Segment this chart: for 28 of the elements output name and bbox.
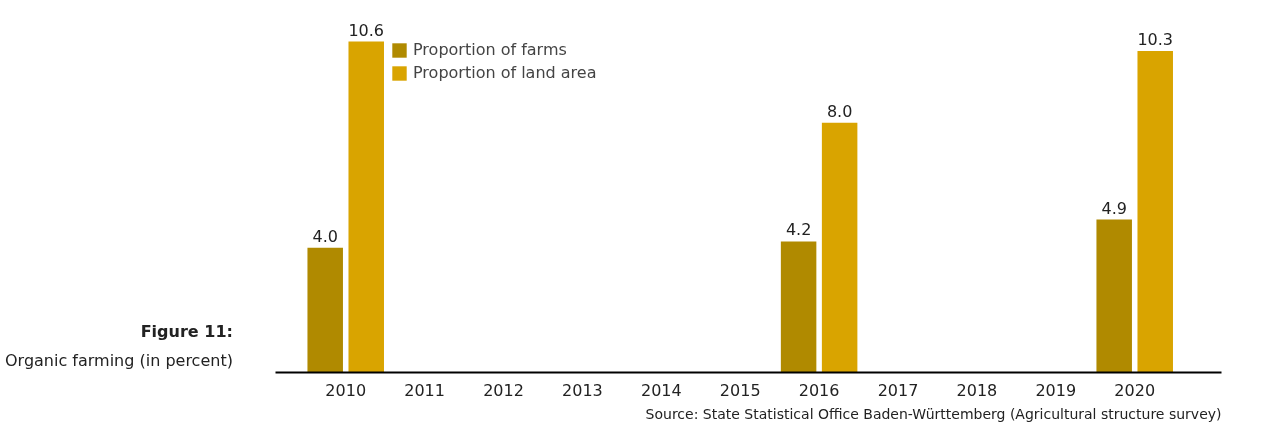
bar — [780, 241, 817, 373]
bar — [1096, 219, 1132, 373]
legend-label: Proportion of farms — [413, 40, 567, 59]
data-label: 4.9 — [1101, 198, 1127, 218]
bar — [821, 122, 858, 373]
bar — [1137, 50, 1173, 373]
x-tick-label: 2014 — [640, 380, 682, 400]
x-tick-label: 2015 — [719, 380, 761, 400]
x-tick-label: 2011 — [404, 380, 445, 400]
x-tick-label: 2019 — [1035, 380, 1077, 400]
x-tick-label: 2016 — [798, 380, 840, 400]
data-label: 4.2 — [785, 220, 812, 240]
x-tick-label: 2017 — [877, 380, 919, 400]
data-label: 10.6 — [348, 20, 385, 40]
legend-label: Proportion of land area — [413, 63, 597, 82]
text: Organic farming (in percent) — [5, 350, 233, 373]
x-tick-label: 2010 — [325, 380, 367, 400]
data-label: 10.3 — [1137, 29, 1174, 49]
source-note: Source: State Statistical Office Baden-Württemberg (Agricultural structure survey) — [645, 405, 1222, 422]
x-tick-label: 2013 — [562, 380, 603, 400]
data-label: 8.0 — [826, 101, 853, 121]
text: Figure 11: — [140, 321, 233, 344]
x-tick-label: 2012 — [483, 380, 524, 400]
x-tick-label: 2020 — [1114, 380, 1156, 400]
x-tick-label: 2018 — [956, 380, 998, 400]
bar — [307, 247, 343, 373]
data-label: 4.0 — [312, 226, 338, 246]
bar — [348, 41, 384, 373]
